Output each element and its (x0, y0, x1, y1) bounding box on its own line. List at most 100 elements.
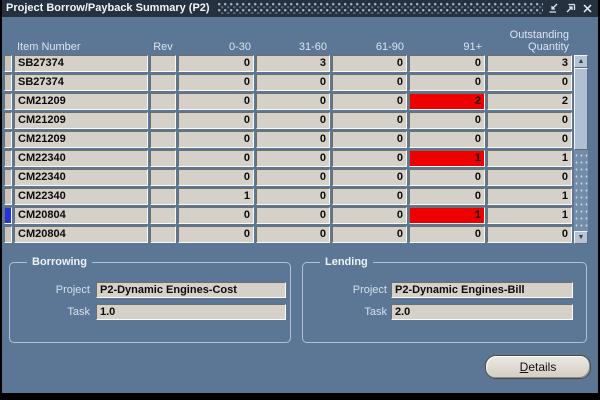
scrollbar-track[interactable] (574, 68, 588, 231)
cell-31-60[interactable]: 0 (256, 150, 330, 167)
cell-91-plus[interactable]: 0 (409, 169, 485, 186)
record-indicator[interactable] (4, 74, 12, 91)
cell-31-60[interactable]: 0 (256, 112, 330, 129)
cell-0-30[interactable]: 0 (178, 131, 254, 148)
rev-cell[interactable] (150, 74, 176, 91)
rev-cell[interactable] (150, 93, 176, 110)
cell-61-90[interactable]: 0 (332, 74, 407, 91)
cell-31-60[interactable]: 0 (256, 74, 330, 91)
rev-cell[interactable] (150, 169, 176, 186)
cell-0-30[interactable]: 0 (178, 93, 254, 110)
outstanding-quantity-cell[interactable]: 1 (487, 207, 572, 224)
cell-91-plus[interactable]: 0 (409, 131, 485, 148)
record-indicator[interactable] (4, 112, 12, 129)
cell-0-30[interactable]: 0 (178, 226, 254, 243)
cell-31-60[interactable]: 0 (256, 93, 330, 110)
cell-91-plus[interactable]: 0 (409, 226, 485, 243)
item-number-cell[interactable]: CM22340 (14, 169, 148, 186)
record-indicator[interactable] (4, 150, 12, 167)
current-record-indicator[interactable] (4, 207, 12, 224)
cell-31-60[interactable]: 0 (256, 169, 330, 186)
item-number-cell[interactable]: SB27374 (14, 55, 148, 72)
cell-0-30[interactable]: 0 (178, 112, 254, 129)
cell-61-90[interactable]: 0 (332, 188, 407, 205)
rev-cell[interactable] (150, 150, 176, 167)
cell-31-60[interactable]: 3 (256, 55, 330, 72)
cell-91-plus[interactable]: 1 (409, 150, 485, 167)
rev-cell[interactable] (150, 112, 176, 129)
record-indicator[interactable] (4, 188, 12, 205)
cell-91-plus[interactable]: 0 (409, 112, 485, 129)
record-indicator[interactable] (4, 131, 12, 148)
record-indicator[interactable] (4, 93, 12, 110)
lending-task-field[interactable]: 2.0 (391, 304, 573, 320)
forms-window: Project Borrow/Payback Summary (P2) Item… (2, 0, 598, 393)
outstanding-quantity-cell[interactable]: 0 (487, 112, 572, 129)
record-indicator[interactable] (4, 55, 12, 72)
rev-cell[interactable] (150, 55, 176, 72)
item-number-cell[interactable]: CM20804 (14, 207, 148, 224)
table-row: CM21209 0 0 0 0 0 (4, 112, 574, 129)
lending-task-label: Task (364, 306, 387, 318)
cell-0-30[interactable]: 0 (178, 207, 254, 224)
item-number-cell[interactable]: CM21209 (14, 93, 148, 110)
record-indicator[interactable] (4, 226, 12, 243)
record-indicator[interactable] (4, 169, 12, 186)
cell-91-plus[interactable]: 0 (409, 188, 485, 205)
table-header-row: Item Number Rev 0-30 31-60 61-90 91+ Out… (4, 29, 574, 55)
cell-61-90[interactable]: 0 (332, 169, 407, 186)
rev-cell[interactable] (150, 188, 176, 205)
item-number-cell[interactable]: SB27374 (14, 74, 148, 91)
item-number-cell[interactable]: CM21209 (14, 131, 148, 148)
cell-91-plus[interactable]: 0 (409, 55, 485, 72)
borrowing-task-label: Task (67, 306, 90, 318)
item-number-cell[interactable]: CM22340 (14, 150, 148, 167)
outstanding-quantity-cell[interactable]: 0 (487, 226, 572, 243)
cell-0-30[interactable]: 0 (178, 150, 254, 167)
outstanding-quantity-cell[interactable]: 1 (487, 150, 572, 167)
borrowing-task-field[interactable]: 1.0 (96, 304, 286, 320)
cell-31-60[interactable]: 0 (256, 207, 330, 224)
item-number-cell[interactable]: CM21209 (14, 112, 148, 129)
cell-61-90[interactable]: 0 (332, 131, 407, 148)
cell-31-60[interactable]: 0 (256, 131, 330, 148)
borrowing-group: Borrowing Project P2-Dynamic Engines-Cos… (9, 256, 291, 343)
lending-legend: Lending (320, 256, 373, 269)
outstanding-quantity-cell[interactable]: 0 (487, 131, 572, 148)
cell-0-30[interactable]: 0 (178, 55, 254, 72)
cell-91-plus[interactable]: 0 (409, 74, 485, 91)
outstanding-quantity-cell[interactable]: 0 (487, 169, 572, 186)
item-number-cell[interactable]: CM22340 (14, 188, 148, 205)
outstanding-quantity-cell[interactable]: 3 (487, 55, 572, 72)
borrowing-project-field[interactable]: P2-Dynamic Engines-Cost (96, 282, 286, 298)
cell-61-90[interactable]: 0 (332, 55, 407, 72)
outstanding-quantity-cell[interactable]: 0 (487, 74, 572, 91)
cell-0-30[interactable]: 0 (178, 74, 254, 91)
cell-91-plus[interactable]: 2 (409, 93, 485, 110)
outstanding-quantity-cell[interactable]: 1 (487, 188, 572, 205)
maximize-icon[interactable] (564, 3, 576, 15)
rev-cell[interactable] (150, 131, 176, 148)
rev-cell[interactable] (150, 207, 176, 224)
cell-0-30[interactable]: 1 (178, 188, 254, 205)
cell-31-60[interactable]: 0 (256, 226, 330, 243)
scroll-down-button[interactable]: ▼ (574, 231, 588, 244)
close-icon[interactable] (581, 3, 593, 15)
cell-61-90[interactable]: 0 (332, 150, 407, 167)
cell-61-90[interactable]: 0 (332, 226, 407, 243)
cell-61-90[interactable]: 0 (332, 112, 407, 129)
scrollbar-thumb[interactable] (574, 68, 588, 150)
column-header-rev: Rev (153, 41, 173, 53)
scroll-up-button[interactable]: ▲ (574, 55, 588, 68)
minimize-icon[interactable] (547, 3, 559, 15)
lending-project-field[interactable]: P2-Dynamic Engines-Bill (391, 282, 573, 298)
cell-91-plus[interactable]: 1 (409, 207, 485, 224)
cell-61-90[interactable]: 0 (332, 207, 407, 224)
outstanding-quantity-cell[interactable]: 2 (487, 93, 572, 110)
cell-0-30[interactable]: 0 (178, 169, 254, 186)
cell-61-90[interactable]: 0 (332, 93, 407, 110)
rev-cell[interactable] (150, 226, 176, 243)
cell-31-60[interactable]: 0 (256, 188, 330, 205)
item-number-cell[interactable]: CM20804 (14, 226, 148, 243)
